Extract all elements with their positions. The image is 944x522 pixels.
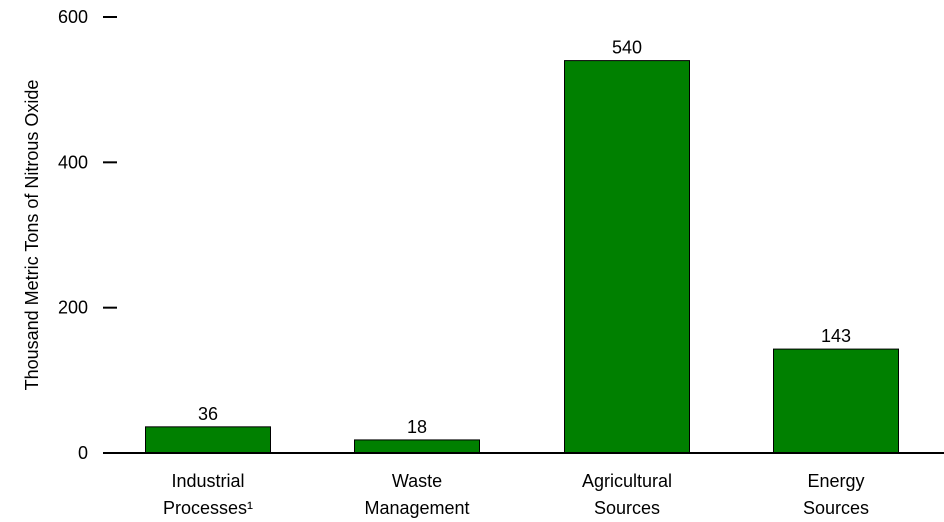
y-axis-title: Thousand Metric Tons of Nitrous Oxide: [22, 80, 42, 391]
bar-data-label: 36: [198, 404, 218, 424]
bar: [145, 426, 271, 454]
y-tick-label: 200: [58, 298, 88, 318]
y-tick-label: 600: [58, 7, 88, 27]
x-category-label: Waste Management: [364, 471, 469, 518]
bar: [354, 439, 480, 454]
bar: [773, 348, 899, 454]
y-axis: 0 200 400 600: [58, 7, 117, 463]
x-category-label: Industrial Processes¹: [163, 471, 253, 518]
bar: [564, 60, 690, 454]
bar-data-label: 18: [407, 417, 427, 437]
x-axis: Industrial Processes¹ Waste Management Agric…: [103, 452, 944, 518]
bar-data-label: 540: [612, 38, 642, 58]
bars: 36 18 540 143: [145, 38, 899, 454]
y-tick-label: 0: [78, 443, 88, 463]
y-tick-label: 400: [58, 152, 88, 172]
bar-data-label: 143: [821, 326, 851, 346]
x-category-label: Agricultural Sources: [582, 471, 672, 518]
x-category-label: Energy Sources: [803, 471, 869, 518]
